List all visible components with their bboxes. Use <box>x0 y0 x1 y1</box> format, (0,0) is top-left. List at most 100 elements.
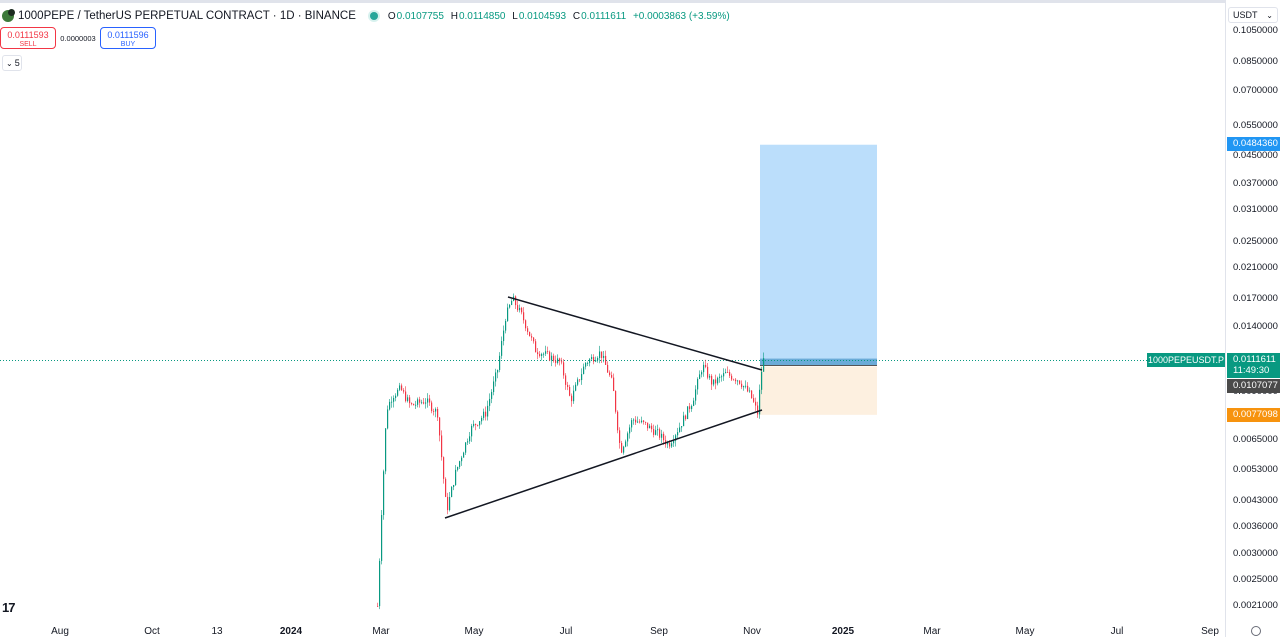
time-tick: Oct <box>144 626 160 637</box>
time-tick: 2025 <box>831 626 855 637</box>
candle-body <box>393 397 395 402</box>
candle-body <box>533 337 535 342</box>
price-tick: 0.0450000 <box>1233 149 1278 161</box>
candle-body <box>627 433 629 442</box>
candle-body <box>577 379 579 385</box>
chevron-down-icon: ⌄ <box>1266 10 1273 20</box>
stop-zone <box>760 366 877 415</box>
candle-body <box>479 421 481 426</box>
price-tick: 0.1050000 <box>1233 25 1278 36</box>
pepe-symbol-icon <box>2 9 15 22</box>
candle-body <box>609 372 611 376</box>
entry-price-label: 0.0107077 <box>1227 379 1280 393</box>
symbol-price-tag: 1000PEPEUSDT.P <box>1147 353 1225 367</box>
sell-button[interactable]: 0.0111593 SELL <box>0 27 56 49</box>
candle-body <box>535 341 537 353</box>
candle-body <box>427 398 429 403</box>
candle-body <box>453 485 455 487</box>
candle-body <box>421 402 423 404</box>
price-tick: 0.0700000 <box>1233 84 1278 96</box>
candle-body <box>731 375 733 380</box>
candle-body <box>699 374 701 379</box>
candle-body <box>677 432 679 436</box>
high-label: H <box>450 10 458 22</box>
candle-body <box>597 358 599 361</box>
open-value: 0.0107755 <box>396 10 444 22</box>
symbol-title[interactable]: 1000PEPE / TetherUS PERPETUAL CONTRACT ·… <box>18 10 356 22</box>
price-tick: 0.0850000 <box>1233 56 1278 68</box>
candle-body <box>651 425 653 430</box>
candle-body <box>457 466 459 470</box>
candle-body <box>377 606 379 607</box>
candle-body <box>569 387 571 396</box>
candle-body <box>529 331 531 337</box>
price-tick: 0.0036000 <box>1233 520 1278 532</box>
candle-body <box>391 401 393 403</box>
candle-body <box>497 369 499 373</box>
candle-body <box>603 355 605 358</box>
candle-body <box>407 397 409 402</box>
candle-body <box>729 372 731 376</box>
price-tick: 0.0021000 <box>1233 600 1278 611</box>
stop-price-label: 0.0077098 <box>1227 408 1280 422</box>
chart-legend: 1000PEPE / TetherUS PERPETUAL CONTRACT ·… <box>0 8 731 24</box>
settings-icon[interactable] <box>1251 626 1261 636</box>
candle-body <box>607 364 609 373</box>
candle-body <box>727 372 729 373</box>
candle-body <box>571 395 573 402</box>
candle-body <box>623 446 625 453</box>
last-price-value: 0.0111611 <box>1233 354 1276 365</box>
candle-body <box>589 359 591 363</box>
last-price-label: 0.0111611 11:49:30 <box>1227 353 1280 378</box>
candle-body <box>437 408 439 418</box>
candle-body <box>661 433 663 438</box>
change-value: +0.0003863 (+3.59%) <box>632 10 730 22</box>
price-chart[interactable] <box>0 0 1225 637</box>
candle-body <box>469 436 471 442</box>
low-value: 0.0104593 <box>518 10 567 22</box>
currency-select[interactable]: USDT ⌄ <box>1228 7 1278 23</box>
candle-body <box>715 379 717 384</box>
candle-body <box>383 471 385 516</box>
candle-body <box>429 398 431 403</box>
close-value: 0.0111611 <box>581 10 627 22</box>
candle-body <box>527 328 529 332</box>
tradingview-logo-icon[interactable]: 17 <box>2 600 16 615</box>
candle-body <box>561 361 563 363</box>
price-axis[interactable] <box>1225 0 1280 637</box>
sell-label: SELL <box>19 41 37 48</box>
low-label: L <box>512 10 518 22</box>
candle-body <box>401 385 403 391</box>
candle-body <box>543 353 545 355</box>
indicators-toggle[interactable]: ⌄ 5 <box>2 55 22 71</box>
time-tick: Nov <box>743 626 761 637</box>
triangle-lower-trendline <box>444 409 763 519</box>
candle-body <box>667 442 669 445</box>
candle-body <box>403 390 405 392</box>
candle-body <box>539 354 541 356</box>
triangle-upper-trendline <box>507 296 763 371</box>
candle-body <box>461 457 463 462</box>
buy-button[interactable]: 0.0111596 BUY <box>100 27 156 49</box>
candle-body <box>703 364 705 373</box>
price-tick: 0.0140000 <box>1233 321 1278 333</box>
candle-body <box>415 404 417 406</box>
candle-body <box>737 380 739 382</box>
candle-body <box>399 385 401 390</box>
time-tick: May <box>464 626 484 637</box>
candle-body <box>449 497 451 511</box>
price-tick: 0.0065000 <box>1233 433 1278 445</box>
chevron-down-icon: ⌄ <box>6 58 13 68</box>
candle-body <box>501 341 503 356</box>
candle-body <box>755 401 757 406</box>
candle-body <box>467 441 469 443</box>
candle-body <box>451 486 453 498</box>
candle-body <box>757 405 759 415</box>
candle-body <box>481 417 483 422</box>
candle-body <box>579 379 581 381</box>
time-tick: 13 <box>211 626 223 637</box>
sell-price: 0.0111593 <box>7 30 49 40</box>
candle-body <box>763 358 765 372</box>
candle-body <box>431 402 433 412</box>
indicators-count: 5 <box>14 58 20 68</box>
